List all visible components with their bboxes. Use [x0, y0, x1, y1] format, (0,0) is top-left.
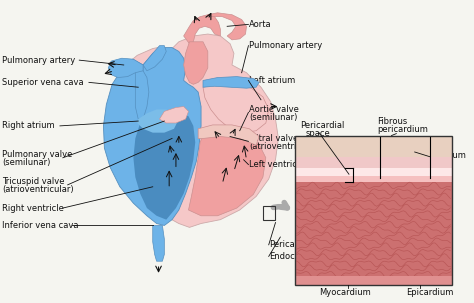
- Text: Aorta: Aorta: [249, 20, 272, 29]
- Text: space: space: [305, 129, 330, 138]
- Text: Pericardium: Pericardium: [269, 240, 319, 249]
- Polygon shape: [143, 46, 166, 71]
- Bar: [295, 176, 452, 182]
- Bar: [295, 135, 452, 285]
- Text: Aortic valve: Aortic valve: [249, 105, 299, 114]
- Polygon shape: [136, 65, 149, 119]
- Text: (semilunar): (semilunar): [249, 113, 298, 122]
- Polygon shape: [203, 84, 269, 133]
- Polygon shape: [183, 42, 208, 84]
- Text: Left ventricle: Left ventricle: [249, 160, 305, 169]
- Polygon shape: [133, 113, 195, 220]
- Polygon shape: [106, 34, 278, 227]
- Polygon shape: [189, 131, 266, 216]
- Polygon shape: [137, 109, 178, 133]
- Text: Fibrous: Fibrous: [377, 117, 407, 125]
- Polygon shape: [198, 125, 259, 145]
- Text: Inferior vena cava: Inferior vena cava: [2, 221, 78, 230]
- Text: Pulmonary artery: Pulmonary artery: [249, 41, 323, 50]
- Text: Myocardium: Myocardium: [319, 288, 371, 297]
- Polygon shape: [208, 13, 246, 40]
- Text: pericardium: pericardium: [416, 152, 466, 160]
- Text: (semilunar): (semilunar): [2, 158, 50, 167]
- Bar: [295, 157, 452, 168]
- Polygon shape: [153, 225, 164, 261]
- Text: Pulmonary valve: Pulmonary valve: [2, 150, 73, 159]
- Polygon shape: [103, 48, 201, 225]
- Polygon shape: [108, 58, 143, 78]
- Bar: [295, 135, 452, 157]
- Bar: [263, 206, 274, 220]
- Polygon shape: [203, 77, 259, 88]
- Bar: [295, 168, 452, 176]
- Bar: [295, 182, 452, 285]
- Text: pericardium: pericardium: [377, 125, 428, 134]
- Text: Endocardium: Endocardium: [269, 252, 324, 261]
- Text: (atrioventricular): (atrioventricular): [2, 185, 73, 194]
- Text: Superior vena cava: Superior vena cava: [2, 78, 83, 87]
- Text: Epicardium: Epicardium: [406, 288, 453, 297]
- Text: Pulmonary artery: Pulmonary artery: [2, 56, 75, 65]
- Text: Left atrium: Left atrium: [249, 76, 296, 85]
- Text: Pericardial: Pericardial: [300, 122, 344, 130]
- Text: Tricuspid valve: Tricuspid valve: [2, 178, 64, 186]
- Text: Parietal: Parietal: [416, 144, 447, 153]
- Text: (atrioventricular): (atrioventricular): [249, 142, 321, 151]
- Polygon shape: [183, 15, 220, 44]
- Text: Right atrium: Right atrium: [2, 122, 55, 130]
- Bar: [295, 276, 452, 285]
- Text: Mitral valve: Mitral valve: [249, 134, 299, 143]
- Text: Right ventricle: Right ventricle: [2, 204, 64, 212]
- Polygon shape: [159, 107, 189, 123]
